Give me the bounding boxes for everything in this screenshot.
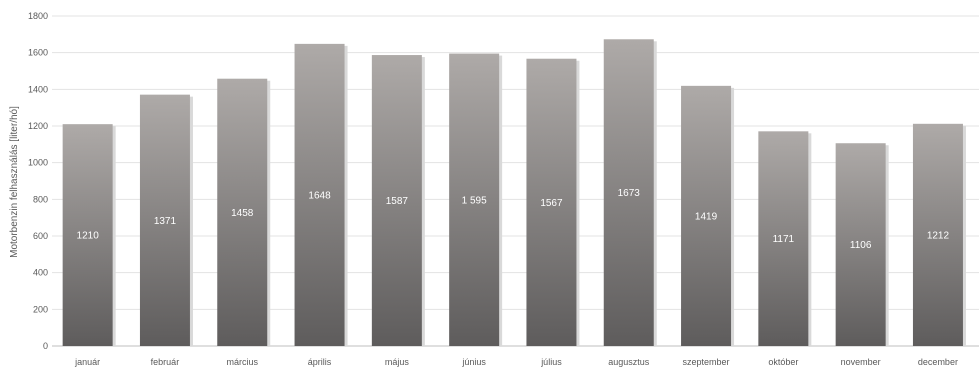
x-category-label: április <box>308 357 332 367</box>
y-axis-label: Motorbenzin felhasználás [liter/hó] <box>9 106 20 258</box>
x-category-label: május <box>385 357 410 367</box>
bar-március <box>217 78 268 346</box>
y-tick-label: 1800 <box>28 11 48 21</box>
bar-július <box>526 58 577 346</box>
data-label: 1673 <box>618 188 641 199</box>
y-tick-label: 1400 <box>28 84 48 94</box>
data-label: 1106 <box>850 240 872 251</box>
x-category-label: július <box>540 357 562 367</box>
y-tick-label: 800 <box>33 194 48 204</box>
y-tick-label: 600 <box>33 231 48 241</box>
x-category-label: március <box>226 357 258 367</box>
y-tick-label: 1600 <box>28 48 48 58</box>
y-axis-ticks: 0 200 400 600 800 1000 1200 1400 1600 1800 <box>28 11 48 351</box>
bar-május <box>371 55 422 347</box>
y-tick-label: 1200 <box>28 121 48 131</box>
x-category-label: február <box>151 357 180 367</box>
gridlines <box>52 15 979 347</box>
bar-december <box>912 123 963 346</box>
y-tick-label: 400 <box>33 268 48 278</box>
bar-április <box>294 43 345 346</box>
y-tick-label: 1000 <box>28 158 48 168</box>
bar-február <box>139 94 190 347</box>
data-label: 1419 <box>695 211 718 222</box>
x-category-label: január <box>74 357 100 367</box>
bar-augusztus <box>603 39 654 347</box>
x-category-label: június <box>461 357 486 367</box>
x-axis-categories: január február március április május június jú… <box>74 357 958 367</box>
x-category-label: november <box>841 357 881 367</box>
data-labels: 1210 1371 1458 1648 1587 1 595 1567 1673 1419 117… <box>77 188 950 251</box>
bar-június <box>449 53 500 346</box>
bars <box>62 39 966 347</box>
x-category-label: december <box>918 357 958 367</box>
data-label: 1 595 <box>462 195 487 206</box>
data-label: 1171 <box>773 234 795 245</box>
data-label: 1458 <box>231 208 254 219</box>
bar-november <box>835 143 886 346</box>
data-label: 1371 <box>154 216 177 227</box>
x-category-label: augusztus <box>608 357 650 367</box>
data-label: 1212 <box>927 230 950 241</box>
data-label: 1567 <box>540 198 563 209</box>
y-tick-label: 200 <box>33 304 48 314</box>
y-tick-label: 0 <box>43 341 48 351</box>
bar-január <box>62 124 113 347</box>
bar-szeptember <box>681 85 732 346</box>
x-category-label: szeptember <box>683 357 730 367</box>
x-category-label: október <box>768 357 798 367</box>
data-label: 1210 <box>77 231 100 242</box>
data-label: 1587 <box>386 196 409 207</box>
bar-október <box>758 131 809 346</box>
data-label: 1648 <box>308 190 331 201</box>
